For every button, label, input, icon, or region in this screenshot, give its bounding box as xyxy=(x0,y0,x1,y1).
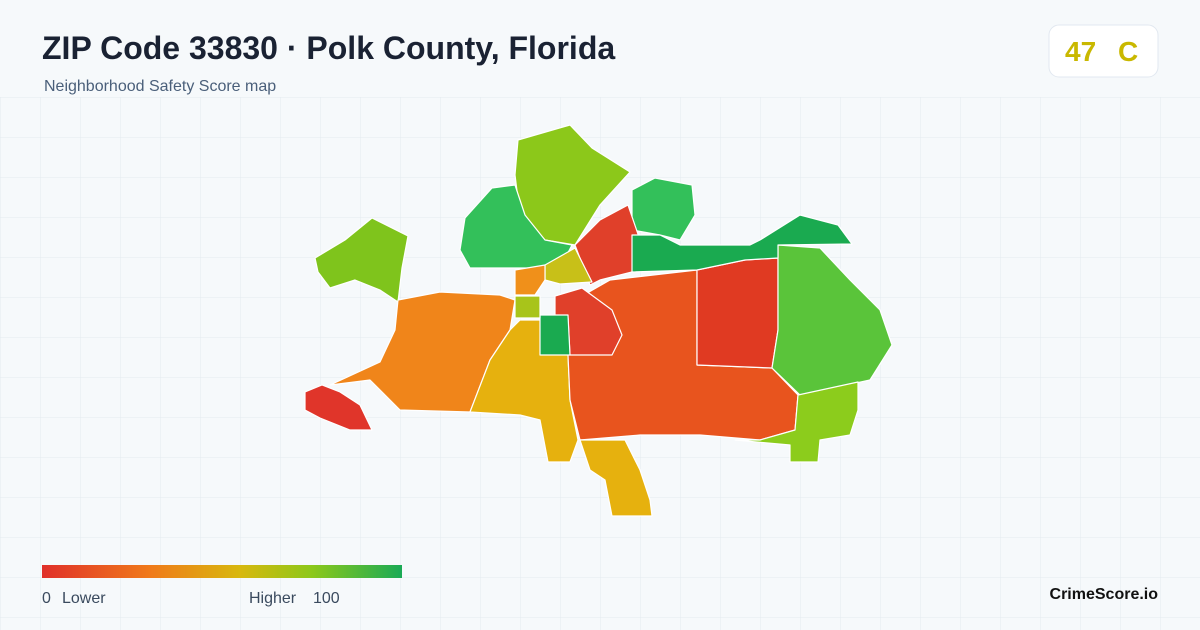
region xyxy=(579,439,653,517)
region xyxy=(514,295,541,319)
zip-map xyxy=(304,124,893,517)
score-value: 47 xyxy=(1065,36,1096,67)
region xyxy=(631,214,853,273)
region xyxy=(459,184,573,269)
legend-max-label: Higher xyxy=(249,590,297,607)
legend-min-label: Lower xyxy=(62,590,106,607)
region xyxy=(631,177,696,241)
region xyxy=(771,244,893,396)
region xyxy=(734,381,859,463)
legend-scale xyxy=(42,565,402,578)
region xyxy=(696,257,779,369)
legend-max: 100 xyxy=(313,590,340,607)
brand: CrimeScore.io xyxy=(1050,586,1159,603)
region xyxy=(514,264,546,296)
score-grade: C xyxy=(1118,36,1138,67)
score-card xyxy=(1048,24,1159,78)
title: ZIP Code 33830 · Polk County, Florida xyxy=(42,30,615,66)
legend-min: 0 xyxy=(42,590,51,607)
subtitle: Neighborhood Safety Score map xyxy=(44,78,276,95)
region xyxy=(304,384,373,431)
region xyxy=(539,314,571,356)
